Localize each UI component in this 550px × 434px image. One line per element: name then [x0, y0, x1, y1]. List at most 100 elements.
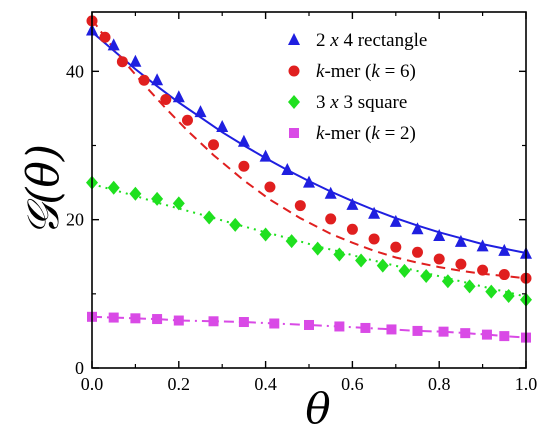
- x-tick-label: 0.8: [428, 374, 451, 394]
- data-point: [129, 186, 142, 201]
- x-axis-title: θ: [305, 384, 330, 433]
- data-point: [376, 258, 389, 273]
- series-3: [87, 311, 531, 343]
- data-point: [259, 227, 272, 242]
- legend-marker: [289, 128, 299, 138]
- data-point: [304, 319, 314, 330]
- y-tick-label: 40: [66, 61, 84, 81]
- legend-marker: [288, 95, 300, 109]
- data-point: [485, 284, 498, 299]
- data-point: [281, 162, 294, 175]
- data-point: [237, 134, 250, 147]
- data-point: [151, 73, 164, 86]
- data-point: [238, 317, 249, 328]
- data-point: [238, 160, 250, 172]
- data-point: [389, 214, 402, 227]
- data-point: [194, 105, 207, 118]
- data-point: [390, 241, 402, 253]
- legend-label: k-mer (k = 6): [316, 61, 416, 82]
- x-tick-label: 0.6: [341, 374, 364, 394]
- data-point: [151, 191, 164, 206]
- data-point: [333, 247, 346, 262]
- data-point: [346, 197, 359, 210]
- data-point: [460, 328, 471, 339]
- plot-area: [86, 15, 532, 343]
- data-point: [398, 263, 411, 278]
- series-line-2: [91, 183, 527, 298]
- data-point: [368, 233, 380, 245]
- data-point: [498, 269, 510, 281]
- x-tick-label: 0.4: [254, 374, 277, 394]
- data-point: [438, 326, 449, 337]
- data-point: [324, 186, 337, 199]
- data-point: [303, 175, 315, 188]
- legend-label: 2 x 4 rectangle: [316, 30, 427, 51]
- data-point: [160, 94, 172, 106]
- y-tick-label: 0: [75, 358, 84, 378]
- data-point: [476, 239, 489, 252]
- series-1: [86, 15, 532, 284]
- y-tick-label: 20: [66, 210, 84, 230]
- data-point: [116, 56, 128, 68]
- data-point: [454, 234, 467, 247]
- data-point: [172, 196, 185, 211]
- data-point: [477, 264, 489, 276]
- data-point: [181, 114, 193, 126]
- data-point: [412, 246, 423, 258]
- data-point: [386, 324, 397, 335]
- series-line-0: [91, 31, 527, 254]
- data-point: [411, 222, 424, 235]
- data-point: [360, 322, 371, 333]
- legend-marker: [288, 65, 300, 77]
- x-tick-label: 0.2: [168, 374, 191, 394]
- data-point: [334, 321, 345, 332]
- data-point: [420, 269, 433, 284]
- data-point: [294, 200, 306, 212]
- data-point: [203, 210, 216, 225]
- data-point: [481, 329, 492, 340]
- data-point: [152, 314, 163, 325]
- data-point: [355, 253, 368, 268]
- data-point: [107, 180, 120, 195]
- series-line-1: [91, 18, 527, 280]
- data-point: [216, 119, 229, 132]
- legend: 2 x 4 rectangle k-mer (k = 6) 3 x 3 square…: [288, 30, 427, 144]
- data-point: [368, 206, 381, 219]
- x-tick-label: 0.0: [81, 374, 104, 394]
- data-point: [138, 74, 150, 86]
- y-axis-title: 𝒢(θ): [18, 144, 69, 236]
- axis-ticks: 0.0 0.2 0.4 0.6 0.8 1.0 0 20 40: [66, 12, 537, 394]
- data-point: [311, 241, 324, 256]
- data-point: [208, 316, 219, 327]
- data-point: [269, 318, 280, 329]
- legend-marker: [288, 33, 300, 45]
- data-point: [208, 139, 220, 151]
- data-point: [346, 223, 358, 235]
- data-point: [499, 331, 510, 342]
- data-point: [412, 325, 423, 336]
- data-point: [130, 313, 141, 324]
- data-point: [107, 38, 120, 51]
- x-tick-label: 1.0: [515, 374, 538, 394]
- data-point: [433, 253, 445, 265]
- data-point: [325, 213, 337, 225]
- data-point: [173, 315, 184, 326]
- series-0: [86, 23, 532, 259]
- data-point: [455, 258, 467, 270]
- data-point: [172, 90, 185, 103]
- data-point: [108, 312, 119, 323]
- data-point: [264, 181, 276, 193]
- data-point: [129, 54, 142, 67]
- data-point: [441, 274, 454, 289]
- legend-label: k-mer (k = 2): [316, 123, 416, 144]
- series-2: [86, 175, 532, 307]
- data-point: [229, 217, 242, 232]
- data-point: [433, 228, 446, 241]
- legend-label: 3 x 3 square: [316, 92, 407, 113]
- data-point: [285, 234, 298, 249]
- data-point: [99, 31, 111, 43]
- data-point: [502, 289, 515, 304]
- data-point: [463, 279, 476, 294]
- data-point: [498, 243, 511, 256]
